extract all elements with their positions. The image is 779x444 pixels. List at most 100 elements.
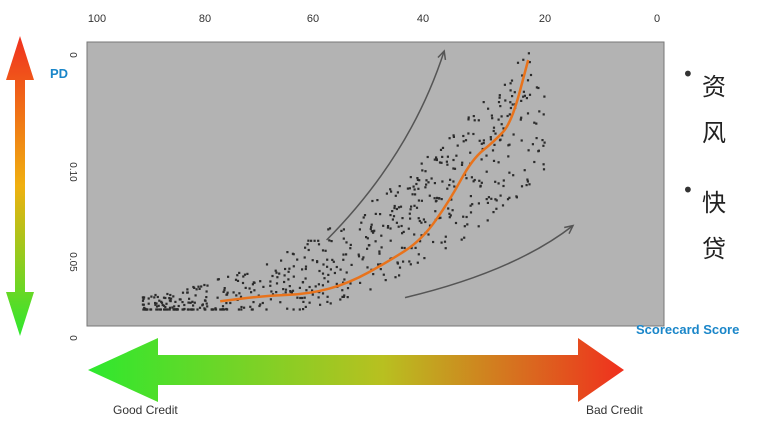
scatter-point [520,139,523,142]
scatter-point [156,295,159,299]
scatter-point [377,263,380,266]
scatter-point [318,269,321,273]
scatter-point [473,119,476,122]
scatter-point [495,199,498,202]
scatter-point [424,186,427,189]
scatter-point [380,234,383,237]
y-tick: 0.10 [67,162,78,182]
scatter-point [327,228,330,231]
scatter-point [181,308,184,311]
scatter-point [424,170,427,173]
scatter-point [357,253,360,256]
scatter-point [345,271,348,274]
scatter-point [372,230,375,233]
scatter-point [507,155,510,158]
scatter-point [409,217,412,220]
scatter-point [460,163,464,166]
scatter-point [439,148,443,151]
scatter-point [393,207,396,210]
scatter-point [523,169,526,172]
scatter-point [210,308,213,311]
scatter-point [415,206,419,209]
scatter-point [492,129,495,133]
scatter-point [492,126,496,129]
scatter-point [409,208,412,211]
scatter-point [473,178,476,182]
scatter-point [402,260,405,263]
scatter-point [195,288,198,291]
scatter-point [345,253,348,256]
scatter-point [451,209,454,212]
scatter-point [542,168,546,171]
scatter-point [447,207,450,210]
arrow-head [564,224,575,235]
scatter-point [332,260,335,263]
x-tick: 80 [199,13,211,25]
scatter-point [543,95,546,98]
scatter-point [423,257,426,260]
scatter-point [187,308,190,311]
scatter-point [205,302,208,305]
scatter-point [482,101,485,104]
scatter-point [164,296,167,300]
scatter-point [467,116,470,119]
scatter-point [188,297,191,300]
scatter-point [142,297,145,300]
x-axis-label: Scorecard Score [636,322,739,337]
scatter-point [278,272,281,275]
scatter-point [259,280,262,283]
scatter-point [509,89,512,92]
scatter-point [316,261,319,264]
scatter-point [235,294,238,297]
scatter-point [173,305,176,308]
scatter-point [444,247,447,250]
scatter-point [420,234,423,237]
scatter-point [321,249,325,252]
scatter-point [223,308,226,311]
scatter-point [310,239,313,242]
scatter-point [454,221,458,225]
scatter-point [372,231,375,234]
scatter-point [541,139,544,142]
scatter-point [453,185,456,188]
scatter-point [501,134,504,137]
scatter-point [311,289,314,292]
scatter-point [197,285,200,288]
scatter-point [482,142,485,145]
horizontal-credit-arrow [88,338,624,402]
scatter-point [512,174,515,177]
scatter-point [397,225,400,228]
scatter-point [493,143,496,146]
scatter-point [443,240,447,243]
scatter-point [441,155,444,158]
scatter-point [340,229,343,232]
scatter-point [417,253,420,256]
scatter-point [417,199,420,202]
scatter-point [147,302,150,305]
scatter-point [229,301,232,305]
scatter-point [243,306,246,309]
scatter-point [305,289,308,292]
scatter-point [521,74,524,77]
scatter-point [324,249,327,252]
scatter-point [526,79,530,82]
scatter-point [427,181,430,184]
scatter-point [194,294,197,297]
scatter-point [389,227,392,230]
scatter-point [342,228,345,231]
scatter-point [196,308,199,311]
scatter-point [426,155,429,159]
scatter-point [394,194,397,197]
scatter-point [330,240,333,243]
x-tick: 0 [654,13,660,25]
scatter-point [141,299,145,302]
scatter-point [391,210,394,213]
y-axis-label: PD [50,66,68,81]
scatter-point [275,291,278,294]
scatter-point [479,184,482,187]
scatter-point [452,158,455,162]
scatter-point [358,228,361,231]
scatter-point [258,304,261,308]
scatter-point [342,237,345,240]
scatter-point [411,193,414,196]
